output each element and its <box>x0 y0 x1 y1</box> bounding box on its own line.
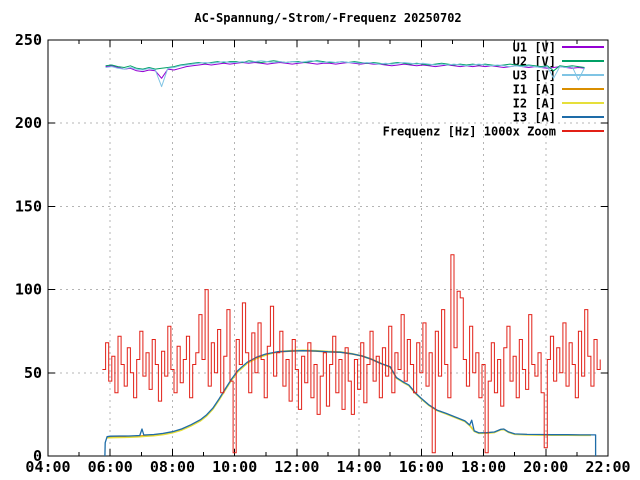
series-u3 <box>105 60 586 88</box>
series-freq <box>102 254 601 454</box>
chart-generated-content: 04:00 06:00 08:00 10:00 12:00 14:00 16:00 18:00… <box>15 31 631 476</box>
y-axis-tick-label: 250 <box>15 31 42 49</box>
legend-label-u2: U2 [V] <box>513 55 556 69</box>
x-axis-tick-label: 14:00 <box>337 458 382 476</box>
legend-label-freq: Frequenz [Hz] 1000x Zoom <box>383 125 556 139</box>
x-axis-tick-label: 04:00 <box>25 458 70 476</box>
legend-label-i3: I3 [A] <box>513 111 556 125</box>
y-axis-tick-label: 200 <box>15 114 42 132</box>
x-axis-tick-label: 20:00 <box>523 458 568 476</box>
chart-title: AC-Spannung/-Strom/-Frequenz 20250702 <box>194 11 461 25</box>
y-axis-tick-label: 0 <box>33 447 42 465</box>
x-axis-tick-label: 10:00 <box>212 458 257 476</box>
legend-label-u3: U3 [V] <box>513 69 556 83</box>
x-axis-tick-label: 12:00 <box>274 458 319 476</box>
x-axis-tick-label: 22:00 <box>585 458 630 476</box>
legend-label-i1: I1 [A] <box>513 83 556 97</box>
x-axis-tick-label: 18:00 <box>461 458 506 476</box>
y-axis-tick-label: 150 <box>15 197 42 215</box>
y-axis-tick-label: 50 <box>24 364 42 382</box>
x-axis-tick-label: 16:00 <box>399 458 444 476</box>
y-axis-tick-label: 100 <box>15 281 42 299</box>
x-axis-tick-label: 08:00 <box>150 458 195 476</box>
legend-label-u1: U1 [V] <box>513 41 556 55</box>
x-axis-tick-label: 06:00 <box>88 458 133 476</box>
legend-label-i2: I2 [A] <box>513 97 556 111</box>
series-i3 <box>104 350 597 457</box>
series-u1 <box>105 62 585 79</box>
